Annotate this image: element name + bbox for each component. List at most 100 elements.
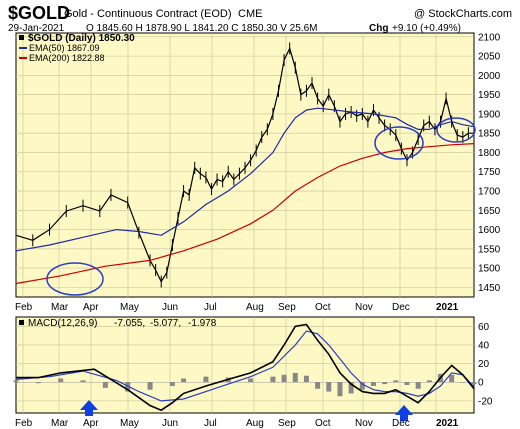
macd-x-label: Jul: [204, 418, 217, 429]
exchange: CME: [238, 8, 262, 20]
macd-panel: [15, 316, 475, 414]
price-x-label: Dec: [392, 302, 410, 313]
price-tick-label: 1750: [478, 167, 501, 178]
price-tick-label: 1950: [478, 90, 501, 101]
price-tick-label: 1500: [478, 264, 501, 275]
price-tick-label: 1800: [478, 148, 501, 159]
legend-ema50: EMA(50) 1867.09: [29, 43, 100, 53]
macd-histogram-bar: [125, 382, 131, 392]
macd-histogram-bar: [471, 382, 477, 385]
macd-x-label: Oct: [315, 418, 331, 429]
price-series-group: [15, 42, 475, 288]
legend-swatch-price: [19, 35, 24, 40]
macd-legend: MACD(12,26,9) -7.055, -5.077, -1.978: [19, 318, 217, 329]
macd-x-label: Feb: [15, 418, 33, 429]
price-x-label: Apr: [83, 302, 99, 313]
macd-x-label: Nov: [355, 418, 373, 429]
date: 29-Jan-2021: [8, 23, 65, 34]
macd-histogram-bar: [80, 380, 86, 383]
macd-histogram-bar: [348, 382, 354, 394]
macd-legend-swatch: [19, 320, 24, 325]
macd-histogram-bar: [326, 382, 332, 392]
signal-line: [15, 330, 475, 402]
price-tick-label: 1450: [478, 283, 501, 294]
ema50-line: [15, 107, 475, 252]
price-x-label: 2021: [436, 302, 459, 313]
price-x-label: Mar: [51, 302, 69, 313]
price-tick-label: 1550: [478, 244, 501, 255]
arrow-december: [395, 405, 413, 421]
macd-series-group: [13, 323, 477, 412]
macd-histogram-bar: [281, 374, 287, 383]
macd-histogram-bar: [102, 382, 108, 388]
price-tick-label: 2000: [478, 71, 501, 82]
signal-value: -5.077,: [150, 318, 181, 329]
histogram-value: -1.978: [188, 318, 217, 329]
macd-value: -7.055,: [114, 318, 145, 329]
macd-histogram-bar: [404, 382, 410, 386]
macd-histogram-bar: [35, 382, 41, 384]
macd-histogram-bar: [58, 378, 64, 383]
macd-histogram-bar: [393, 380, 399, 383]
price-x-label: Jul: [204, 302, 217, 313]
macd-histogram-bar: [292, 372, 298, 383]
macd-histogram-bar: [359, 382, 365, 390]
macd-histogram-bar: [460, 382, 466, 383]
macd-histogram-bar: [382, 382, 388, 385]
ohlc: O 1845.60 H 1878.90 L 1841.20 C 1850.30 …: [86, 23, 317, 34]
price-tick-label: 2050: [478, 52, 501, 63]
price-x-label: Sep: [278, 302, 296, 313]
macd-x-label: Dec: [392, 418, 410, 429]
legend: $GOLD (Daily) 1850.30 EMA(50) 1867.09 EM…: [19, 33, 135, 63]
legend-ema200: EMA(200) 1822.88: [29, 53, 105, 63]
macd-histogram-bar: [248, 378, 254, 383]
price-tick-label: 1900: [478, 109, 501, 120]
macd-x-label: May: [120, 418, 139, 429]
macd-histogram-bar: [415, 382, 421, 389]
description: Gold - Continuous Contract (EOD): [64, 8, 232, 20]
macd-histogram-bar: [147, 382, 153, 390]
chg-value: +9.10 (+0.49%): [392, 23, 461, 34]
price-axis-ticks: 1450 1500 1550 1600 1650 1700 1750 1800 1850 1900…: [478, 32, 501, 294]
price-x-label: May: [120, 302, 139, 313]
price-tick-label: 1600: [478, 225, 501, 236]
macd-histogram-bar: [270, 376, 276, 383]
price-x-label: Oct: [315, 302, 331, 313]
price-x-label: Feb: [15, 302, 33, 313]
macd-histogram-bar: [449, 374, 455, 383]
macd-tick-label: -20: [478, 396, 493, 407]
macd-x-label: Apr: [83, 418, 99, 429]
price-x-label: Jun: [162, 302, 178, 313]
macd-histogram-bar: [13, 380, 19, 383]
macd-grid: [16, 317, 474, 413]
macd-histogram-bar: [203, 376, 209, 383]
macd-histogram-bar: [303, 375, 309, 383]
symbol: $GOLD: [8, 3, 70, 23]
arrow-april: [80, 400, 98, 416]
price-tick-label: 1650: [478, 206, 501, 217]
price-x-axis: Feb Mar Apr May Jun Jul Aug Sep Oct Nov Dec 2021: [15, 302, 459, 313]
macd-histogram-bar: [169, 382, 175, 386]
highlight-circle-january: [436, 117, 476, 143]
macd-tick-label: 40: [478, 340, 490, 351]
macd-x-label: 2021: [436, 418, 459, 429]
macd-line: [16, 323, 475, 412]
highlight-circle-november: [374, 126, 424, 160]
price-tick-label: 2100: [478, 32, 501, 43]
macd-histogram-bar: [370, 382, 376, 386]
macd-x-axis: Feb Mar Apr May Jun Jul Aug Sep Oct Nov Dec 2021: [15, 418, 459, 429]
macd-tick-label: 20: [478, 359, 490, 370]
ema200-line: [15, 143, 475, 285]
macd-tick-label: 0: [478, 378, 484, 389]
watermark: @ StockCharts.com: [414, 8, 512, 20]
price-tick-label: 1850: [478, 129, 501, 140]
price-tick-label: 1700: [478, 187, 501, 198]
macd-label: MACD(12,26,9): [28, 318, 97, 329]
macd-x-label: Sep: [278, 418, 296, 429]
price-grid: [16, 33, 474, 297]
macd-x-label: Mar: [51, 418, 69, 429]
legend-price: $GOLD (Daily) 1850.30: [28, 33, 135, 44]
macd-histogram-bar: [181, 378, 187, 383]
macd-tick-label: 60: [478, 322, 490, 333]
